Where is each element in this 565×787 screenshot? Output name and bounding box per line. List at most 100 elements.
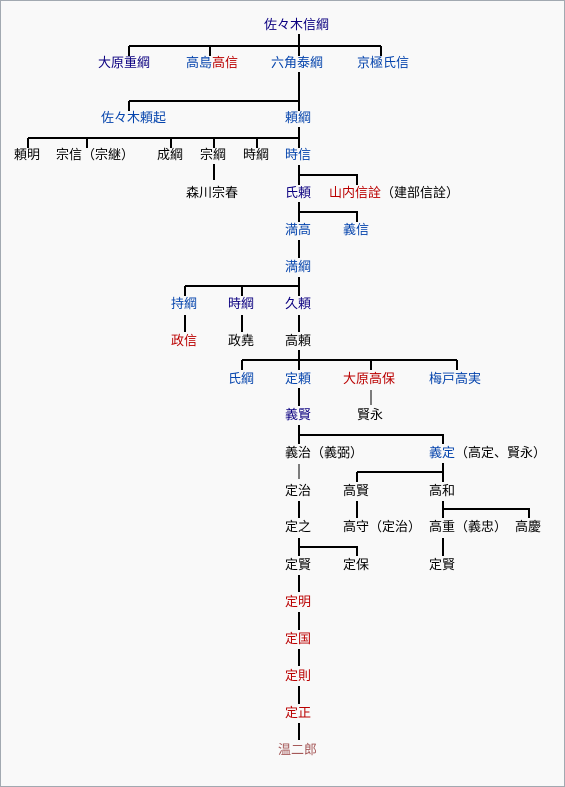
node-text-segment: 定賢 <box>285 558 312 573</box>
node-ujiyori[interactable]: 氏頼 <box>285 186 311 202</box>
node-text-segment: 定治 <box>285 484 312 499</box>
node-takashima-takanobu[interactable]: 高島高信 <box>186 56 238 72</box>
node-text-segment[interactable]: 氏頼 <box>285 186 312 201</box>
node-rokkaku-yasutsuna[interactable]: 六角泰綱 <box>271 56 323 72</box>
node-text-segment[interactable]: 時信 <box>285 148 312 163</box>
node-text-segment[interactable]: 定則 <box>285 669 312 684</box>
node-text-segment[interactable]: 頼綱 <box>285 111 312 126</box>
node-text-segment[interactable]: 温二郎 <box>278 743 318 758</box>
node-yoshinobu[interactable]: 義信 <box>343 223 369 239</box>
node-text-segment: 高守（定治） <box>343 520 422 535</box>
node-text-segment[interactable]: 氏綱 <box>228 372 255 387</box>
node-ohara-takayasu[interactable]: 大原高保 <box>343 372 395 388</box>
node-masataka: 政堯 <box>228 334 254 350</box>
node-text-segment[interactable]: 満綱 <box>285 260 312 275</box>
node-text-segment: 宗信（宗継） <box>56 148 135 163</box>
node-takashige: 高重（義忠） <box>429 520 507 536</box>
node-text-segment: 定之 <box>285 520 312 535</box>
node-takayoshi: 高慶 <box>515 520 541 536</box>
node-sadakata-2: 定賢 <box>429 558 455 574</box>
node-text-segment: 時綱 <box>243 148 270 163</box>
node-text-segment[interactable]: 佐々木頼起 <box>101 111 167 126</box>
node-sasaki-yorioki[interactable]: 佐々木頼起 <box>101 111 166 127</box>
connector <box>299 211 358 222</box>
node-text-segment[interactable]: 大原重綱 <box>98 56 151 71</box>
node-text-segment[interactable]: 高信 <box>212 56 239 71</box>
node-tokinobu[interactable]: 時信 <box>285 148 311 164</box>
node-mochitsuna[interactable]: 持綱 <box>171 297 197 313</box>
node-text-segment[interactable]: 高島 <box>186 56 213 71</box>
node-ohara-shigetsuna[interactable]: 大原重綱 <box>98 56 150 72</box>
node-text-segment[interactable]: 六角泰綱 <box>271 56 324 71</box>
node-text-segment[interactable]: 満高 <box>285 223 312 238</box>
node-sadayasu: 定保 <box>343 558 369 574</box>
connector <box>184 315 300 332</box>
node-yoshisada[interactable]: 義定（高定、賢永） <box>429 446 546 462</box>
connector <box>356 472 444 482</box>
node-text-segment: 頼明 <box>14 148 41 163</box>
node-tokitsuna-2[interactable]: 時綱 <box>228 297 254 313</box>
node-tokitsuna: 時綱 <box>243 148 269 164</box>
node-text-segment[interactable]: 定頼 <box>285 372 312 387</box>
node-text-segment[interactable]: 義定 <box>429 446 456 461</box>
node-sadanori[interactable]: 定則 <box>285 669 311 685</box>
node-text-segment[interactable]: 京極氏信 <box>357 56 410 71</box>
node-sadamasa[interactable]: 定正 <box>285 706 311 722</box>
connector <box>184 286 243 296</box>
node-text-segment: 成綱 <box>157 148 184 163</box>
node-yoshiharu: 義治（義弼） <box>285 446 363 462</box>
node-mitsutaka[interactable]: 満高 <box>285 223 311 239</box>
node-sadayuki: 定之 <box>285 520 311 536</box>
node-kyogoku-ujinobu[interactable]: 京極氏信 <box>357 56 409 72</box>
node-text-segment: 宗綱 <box>200 148 227 163</box>
node-takakata: 高賢 <box>343 484 369 500</box>
node-umedo-takazane[interactable]: 梅戸高実 <box>429 372 481 388</box>
node-text-segment: 政堯 <box>228 334 255 349</box>
node-text-segment[interactable]: 大原高保 <box>343 372 396 387</box>
node-sadayori[interactable]: 定頼 <box>285 372 311 388</box>
node-text-segment[interactable]: 持綱 <box>171 297 198 312</box>
node-text-segment: 定保 <box>343 558 370 573</box>
node-takamori: 高守（定治） <box>343 520 421 536</box>
node-text-segment: 高頼 <box>285 334 312 349</box>
node-munetsuna: 宗綱 <box>200 148 226 164</box>
node-text-segment[interactable]: 政信 <box>171 334 198 349</box>
node-yoshikata[interactable]: 義賢 <box>285 408 311 424</box>
node-onjiro[interactable]: 温二郎 <box>278 743 317 759</box>
connector <box>128 46 382 56</box>
node-sadakata: 定賢 <box>285 558 311 574</box>
node-text-segment[interactable]: 時綱 <box>228 297 255 312</box>
node-text-segment[interactable]: 佐々木信綱 <box>264 18 330 33</box>
node-text-segment[interactable]: 義信 <box>343 223 370 238</box>
node-text-segment[interactable]: 定正 <box>285 706 312 721</box>
node-text-segment[interactable]: 久頼 <box>285 297 312 312</box>
node-text-segment[interactable]: 定明 <box>285 595 312 610</box>
node-sadaaki[interactable]: 定明 <box>285 595 311 611</box>
node-sadaharu: 定治 <box>285 484 311 500</box>
node-yoriaki: 頼明 <box>14 148 40 164</box>
connector <box>27 138 258 148</box>
node-text-segment: 高重（義忠） <box>429 520 508 535</box>
node-text-segment[interactable]: 定国 <box>285 632 312 647</box>
node-hisayori[interactable]: 久頼 <box>285 297 311 313</box>
connector <box>241 360 458 370</box>
node-text-segment[interactable]: 義賢 <box>285 408 312 423</box>
node-text-segment: 高慶 <box>515 520 542 535</box>
node-masanobu[interactable]: 政信 <box>171 334 197 350</box>
node-text-segment: 高和 <box>429 484 456 499</box>
node-yamanouchi-nobuaki[interactable]: 山内信詮（建部信詮） <box>329 186 459 202</box>
node-text-segment: 義治（義弼） <box>285 446 364 461</box>
node-mitsutsuna[interactable]: 満綱 <box>285 260 311 276</box>
node-sasaki-nobutsuna[interactable]: 佐々木信綱 <box>264 18 329 34</box>
connector <box>299 546 358 556</box>
node-text-segment[interactable]: 梅戸高実 <box>429 372 482 387</box>
node-morikawa-muneharu: 森川宗春 <box>186 186 238 202</box>
node-text-segment[interactable]: 山内信詮 <box>329 186 382 201</box>
node-text-segment: 賢永 <box>357 408 384 423</box>
node-sadakuni[interactable]: 定国 <box>285 632 311 648</box>
node-text-segment: 定賢 <box>429 558 456 573</box>
node-naritsuna: 成綱 <box>157 148 183 164</box>
node-text-segment: （建部信詮） <box>381 186 460 201</box>
node-ujitsuna[interactable]: 氏綱 <box>228 372 254 388</box>
node-yoritsuna[interactable]: 頼綱 <box>285 111 311 127</box>
